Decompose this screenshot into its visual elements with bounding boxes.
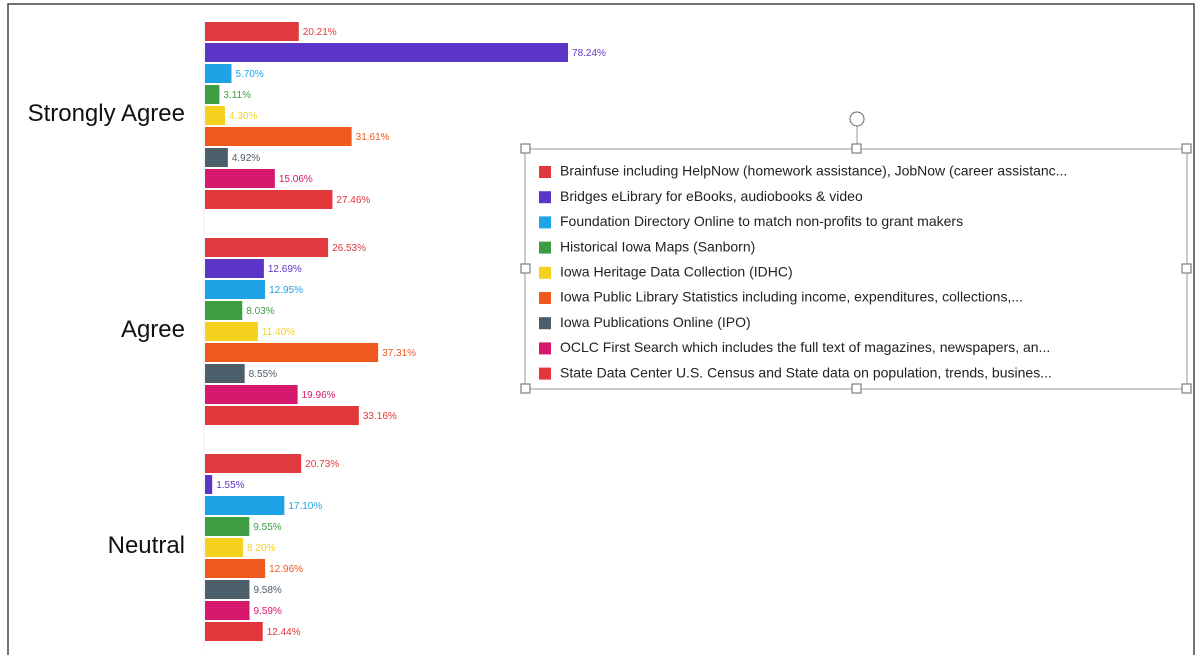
bar (205, 169, 275, 188)
value-label: 78.24% (572, 48, 606, 59)
value-label: 15.06% (279, 174, 313, 185)
legend-swatch (539, 342, 551, 355)
value-label: 12.95% (269, 285, 303, 296)
bar (205, 559, 266, 578)
legend-swatch (539, 292, 551, 304)
bar (205, 64, 232, 83)
value-label: 12.69% (268, 264, 302, 275)
bar (205, 85, 220, 104)
value-label: 5.70% (235, 69, 263, 80)
legend-label: Bridges eLibrary for eBooks, audiobooks … (560, 188, 863, 204)
handle[interactable] (1181, 263, 1192, 274)
bar (205, 475, 213, 494)
legend-label: Iowa Public Library Statistics including… (560, 289, 1023, 305)
bar (205, 238, 329, 257)
bar (205, 301, 243, 320)
bar (205, 190, 333, 209)
bar (205, 496, 285, 515)
value-label: 20.21% (303, 27, 337, 38)
bar (205, 106, 225, 125)
legend-box[interactable] (524, 148, 1188, 390)
legend-label: Iowa Publications Online (IPO) (560, 314, 751, 330)
value-label: 33.16% (363, 411, 397, 422)
bar (205, 343, 379, 362)
bar (205, 580, 250, 599)
legend-swatch (539, 266, 551, 279)
bar (205, 148, 228, 167)
value-label: 12.44% (267, 627, 301, 638)
bar (205, 259, 264, 278)
legend-label: OCLC First Search which includes the ful… (560, 339, 1050, 355)
rotate-handle[interactable] (849, 111, 865, 127)
value-label: 19.96% (302, 390, 336, 401)
value-label: 4.92% (232, 153, 260, 164)
bar (205, 280, 266, 299)
handle[interactable] (1181, 383, 1192, 394)
legend-swatch (539, 191, 551, 204)
category-label: Neutral (108, 532, 185, 559)
value-label: 8.20% (247, 543, 275, 554)
bar (205, 517, 250, 536)
bar (205, 406, 359, 425)
legend-label: Foundation Directory Online to match non… (560, 213, 963, 229)
value-label: 9.59% (253, 606, 281, 617)
legend-swatch (539, 166, 551, 178)
value-label: 4.30% (229, 111, 257, 122)
legend-label: Brainfuse including HelpNow (homework as… (560, 163, 1067, 179)
value-label: 3.11% (223, 90, 251, 101)
legend-swatch (539, 367, 551, 380)
value-label: 27.46% (336, 195, 370, 206)
bar (205, 385, 298, 404)
handle[interactable] (1181, 143, 1192, 154)
value-label: 8.03% (246, 306, 274, 317)
bar (205, 127, 352, 146)
category-label: Strongly Agree (28, 100, 185, 127)
handle[interactable] (520, 263, 531, 274)
value-label: 12.96% (269, 564, 303, 575)
bar (205, 22, 299, 41)
value-label: 9.58% (253, 585, 281, 596)
bar (205, 601, 250, 620)
bar (205, 43, 569, 62)
legend-swatch (539, 216, 551, 229)
value-label: 37.31% (382, 348, 416, 359)
legend-swatch (539, 317, 551, 330)
legend-label: Historical Iowa Maps (Sanborn) (560, 238, 755, 254)
bar (205, 538, 244, 557)
bar (205, 454, 302, 473)
legend-label: Iowa Heritage Data Collection (IDHC) (560, 264, 793, 280)
value-label: 9.55% (253, 522, 281, 533)
handle[interactable] (520, 383, 531, 394)
legend-label: State Data Center U.S. Census and State … (560, 364, 1052, 380)
value-label: 31.61% (356, 132, 390, 143)
value-label: 11.40% (262, 327, 295, 338)
bar (205, 622, 263, 641)
value-label: 17.10% (288, 501, 322, 512)
value-label: 8.55% (249, 369, 277, 380)
value-label: 1.55% (216, 480, 244, 491)
handle[interactable] (851, 383, 862, 394)
bar (205, 322, 258, 341)
handle[interactable] (520, 143, 531, 154)
value-label: 20.73% (305, 459, 339, 470)
category-label: Agree (121, 316, 185, 343)
handle[interactable] (851, 143, 862, 154)
legend[interactable] (520, 111, 1192, 394)
bar (205, 364, 245, 383)
value-label: 26.53% (332, 243, 366, 254)
legend-swatch (539, 241, 551, 254)
